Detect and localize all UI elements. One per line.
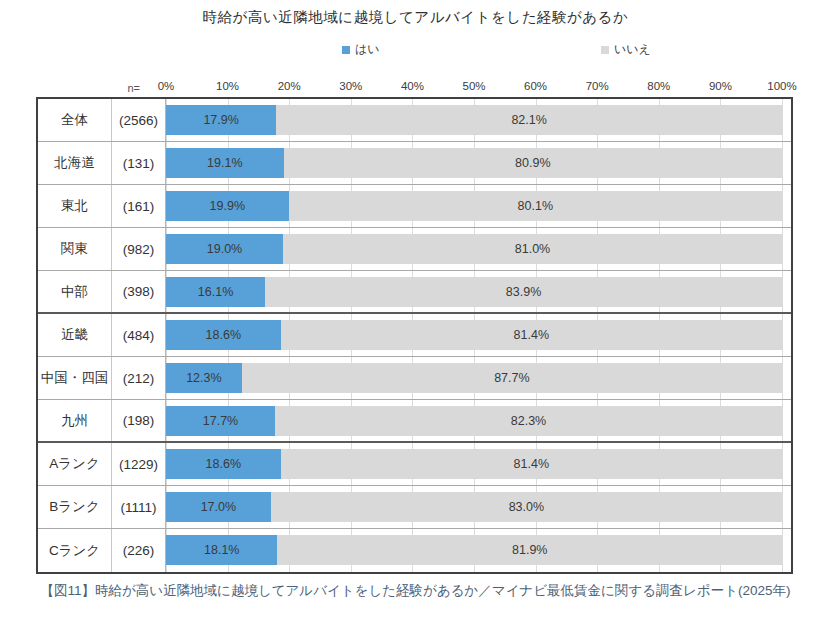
bar-zone: 19.1%80.9% [166,142,791,184]
table-row: 北海道(131)19.1%80.9% [38,142,791,185]
row-category-label: 北海道 [38,142,112,184]
x-tick-label: 10% [216,80,239,92]
table-row: 中国・四国(212)12.3%87.7% [38,357,791,400]
row-sample-size: (198) [112,400,166,441]
bar-segment-yes: 19.9% [166,191,289,221]
row-category-label: 東北 [38,185,112,227]
table-row: 全体(2566)17.9%82.1% [38,99,791,142]
table-row: Bランク(1111)17.0%83.0% [38,486,791,529]
bar-segment-no: 80.1% [289,191,782,221]
row-category-label: 中部 [38,271,112,312]
bar-segment-yes: 18.6% [166,320,281,350]
x-tick-label: 100% [767,80,796,92]
bar-segment-yes: 17.9% [166,105,276,135]
row-category-label: 関東 [38,228,112,270]
table-row: 東北(161)19.9%80.1% [38,185,791,228]
bar-zone: 17.7%82.3% [166,400,791,441]
bar-segment-yes: 18.6% [166,449,281,479]
x-tick-label: 0% [158,80,175,92]
row-sample-size: (212) [112,357,166,399]
x-tick-label: 90% [709,80,732,92]
bar-segment-no: 83.0% [271,492,782,522]
x-tick-label: 60% [524,80,547,92]
table-row: Cランク(226)18.1%81.9% [38,529,791,572]
bar-segment-no: 83.9% [265,277,782,307]
n-axis-label: n= [98,82,140,94]
bar-segment-yes: 16.1% [166,277,265,307]
table-row: 九州(198)17.7%82.3% [38,400,791,443]
x-tick-label: 70% [586,80,609,92]
bar-zone: 18.6%81.4% [166,443,791,485]
table-row: 中部(398)16.1%83.9% [38,271,791,314]
bar-segment-no: 82.1% [276,105,782,135]
row-category-label: 九州 [38,400,112,441]
legend-swatch-yes-icon [342,46,350,54]
table-row: Aランク(1229)18.6%81.4% [38,443,791,486]
row-category-label: Bランク [38,486,112,528]
legend-label-yes: はい [355,41,380,58]
bar-segment-yes: 12.3% [166,363,242,393]
row-category-label: 中国・四国 [38,357,112,399]
bar-zone: 18.1%81.9% [166,529,791,572]
bar-segment-no: 81.4% [281,320,782,350]
survey-chart-figure: 時給が高い近隣地域に越境してアルバイトをした経験があるか はい いいえ n= 0… [0,0,831,622]
bar-segment-yes: 17.0% [166,492,271,522]
bar-segment-yes: 18.1% [166,535,277,565]
row-sample-size: (398) [112,271,166,312]
bar-segment-no: 81.9% [277,535,782,565]
table-row: 近畿(484)18.6%81.4% [38,314,791,357]
bar-zone: 17.9%82.1% [166,99,791,141]
row-sample-size: (131) [112,142,166,184]
table-row: 関東(982)19.0%81.0% [38,228,791,271]
legend-swatch-no-icon [601,46,609,54]
row-category-label: 近畿 [38,314,112,356]
bar-segment-no: 81.4% [281,449,782,479]
x-tick-label: 50% [462,80,485,92]
row-sample-size: (226) [112,529,166,572]
row-category-label: Cランク [38,529,112,572]
row-category-label: 全体 [38,99,112,141]
bar-zone: 19.9%80.1% [166,185,791,227]
bar-zone: 19.0%81.0% [166,228,791,270]
bar-segment-no: 87.7% [242,363,782,393]
bar-segment-no: 82.3% [275,406,782,436]
row-sample-size: (484) [112,314,166,356]
bar-zone: 16.1%83.9% [166,271,791,312]
x-tick-label: 20% [278,80,301,92]
bar-segment-no: 81.0% [283,234,782,264]
x-tick-label: 40% [401,80,424,92]
row-category-label: Aランク [38,443,112,485]
row-sample-size: (1111) [112,486,166,528]
legend-item-no: いいえ [601,41,651,58]
figure-caption: 【図11】時給が高い近隣地域に越境してアルバイトをした経験があるか／マイナビ最低… [18,580,813,602]
bar-zone: 17.0%83.0% [166,486,791,528]
bar-zone: 18.6%81.4% [166,314,791,356]
x-tick-label: 30% [339,80,362,92]
chart-title: 時給が高い近隣地域に越境してアルバイトをした経験があるか [0,8,831,27]
row-sample-size: (1229) [112,443,166,485]
row-sample-size: (982) [112,228,166,270]
row-sample-size: (161) [112,185,166,227]
legend-label-no: いいえ [614,41,651,58]
bar-segment-yes: 19.0% [166,234,283,264]
x-tick-label: 80% [647,80,670,92]
bar-segment-yes: 17.7% [166,406,275,436]
row-sample-size: (2566) [112,99,166,141]
bar-segment-no: 80.9% [284,148,782,178]
legend-item-yes: はい [342,41,380,58]
bar-zone: 12.3%87.7% [166,357,791,399]
bar-segment-yes: 19.1% [166,148,284,178]
chart-table: 全体(2566)17.9%82.1%北海道(131)19.1%80.9%東北(1… [36,97,793,574]
